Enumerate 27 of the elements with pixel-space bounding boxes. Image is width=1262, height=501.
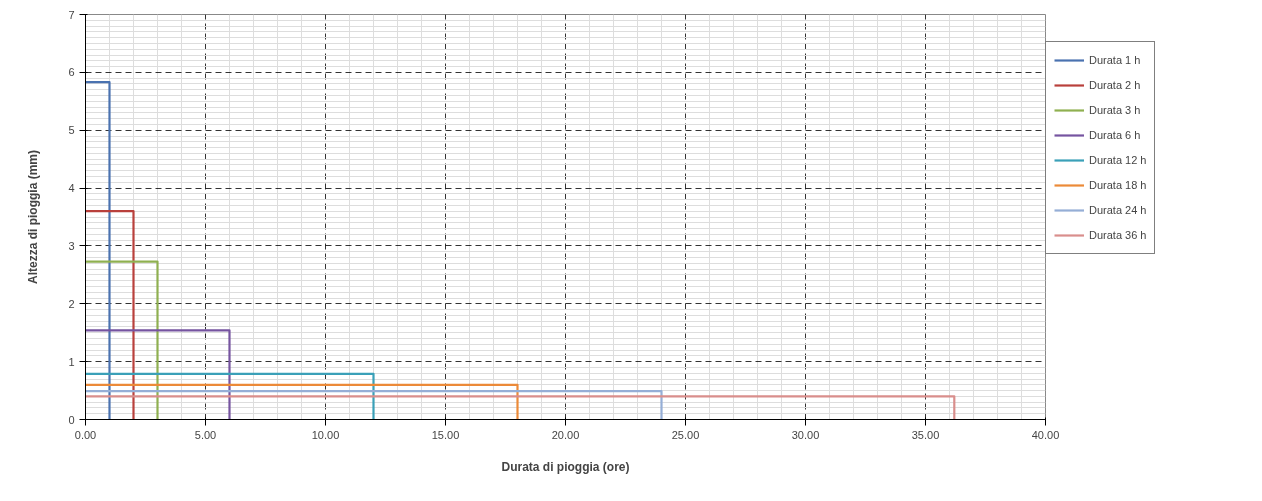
legend-label: Durata 1 h xyxy=(1089,54,1141,66)
x-tick-label: 5.00 xyxy=(194,428,217,441)
legend-label: Durata 6 h xyxy=(1089,129,1141,141)
y-tick-label: 0 xyxy=(68,413,75,426)
y-tick-label: 2 xyxy=(68,297,75,310)
y-axis-title: Altezza di pioggia (mm) xyxy=(26,149,41,284)
x-tick-label: 0.00 xyxy=(74,428,97,441)
x-tick-label: 30.00 xyxy=(791,428,820,441)
y-tick-label: 1 xyxy=(68,355,75,368)
y-tick-label: 7 xyxy=(68,8,75,21)
x-axis-title: Durata di pioggia (ore) xyxy=(501,459,630,474)
x-tick-label: 10.00 xyxy=(311,428,340,441)
x-tick-label: 15.00 xyxy=(431,428,460,441)
legend-label: Durata 24 h xyxy=(1089,204,1147,216)
x-tick-label: 25.00 xyxy=(671,428,700,441)
y-tick-label: 4 xyxy=(68,182,75,195)
y-tick-label: 5 xyxy=(68,124,75,137)
y-tick-label: 3 xyxy=(68,239,75,252)
legend-label: Durata 12 h xyxy=(1089,154,1147,166)
legend-label: Durata 3 h xyxy=(1089,104,1141,116)
legend-label: Durata 18 h xyxy=(1089,179,1147,191)
x-tick-label: 40.00 xyxy=(1031,428,1060,441)
x-tick-label: 35.00 xyxy=(911,428,940,441)
legend-label: Durata 36 h xyxy=(1089,229,1147,241)
legend-label: Durata 2 h xyxy=(1089,79,1141,91)
x-tick-label: 20.00 xyxy=(551,428,580,441)
y-tick-label: 6 xyxy=(68,66,75,79)
